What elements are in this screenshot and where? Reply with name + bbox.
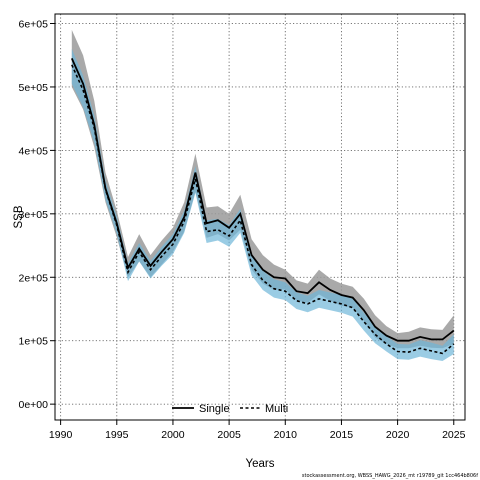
y-tick-label: 5e+05 [19, 82, 49, 94]
band-multi [71, 48, 454, 362]
legend-item-multi: Multi [240, 403, 288, 415]
x-axis-title: Years [246, 458, 275, 470]
legend-item-single: Single [172, 403, 230, 415]
y-tick-label: 4e+05 [19, 145, 49, 157]
y-tick-label: 6e+05 [19, 19, 49, 31]
legend-label-single: Single [199, 403, 230, 415]
band-single [71, 29, 454, 349]
x-tick-label: 2020 [386, 429, 410, 441]
axes: 1990 1995 2000 2005 2010 2015 2020 2025 0e+00 1e+… [19, 19, 466, 441]
series-lines [70, 58, 455, 355]
x-tick-label: 2025 [442, 429, 466, 441]
legend: Single Multi [172, 403, 288, 415]
y-tick-label: 0e+00 [19, 399, 49, 411]
plot-frame [54, 13, 466, 421]
x-tick-label: 1990 [49, 429, 73, 441]
series-line-single [70, 58, 455, 342]
legend-label-multi: Multi [265, 403, 288, 415]
y-tick-label: 3e+05 [19, 209, 49, 221]
y-axis-title: SSB [13, 205, 25, 228]
x-tick-label: 2000 [161, 429, 185, 441]
footnote: stockassessment.org, WBSS_HAWG_2026_mt r… [302, 473, 478, 479]
x-tick-label: 2015 [330, 429, 354, 441]
y-tick-label: 1e+05 [19, 336, 49, 348]
confidence-bands [71, 29, 454, 362]
x-tick-label: 1995 [105, 429, 129, 441]
series-line-multi [71, 64, 455, 355]
x-tick-label: 2010 [274, 429, 298, 441]
y-tick-label: 2e+05 [19, 272, 49, 284]
x-tick-label: 2005 [217, 429, 241, 441]
